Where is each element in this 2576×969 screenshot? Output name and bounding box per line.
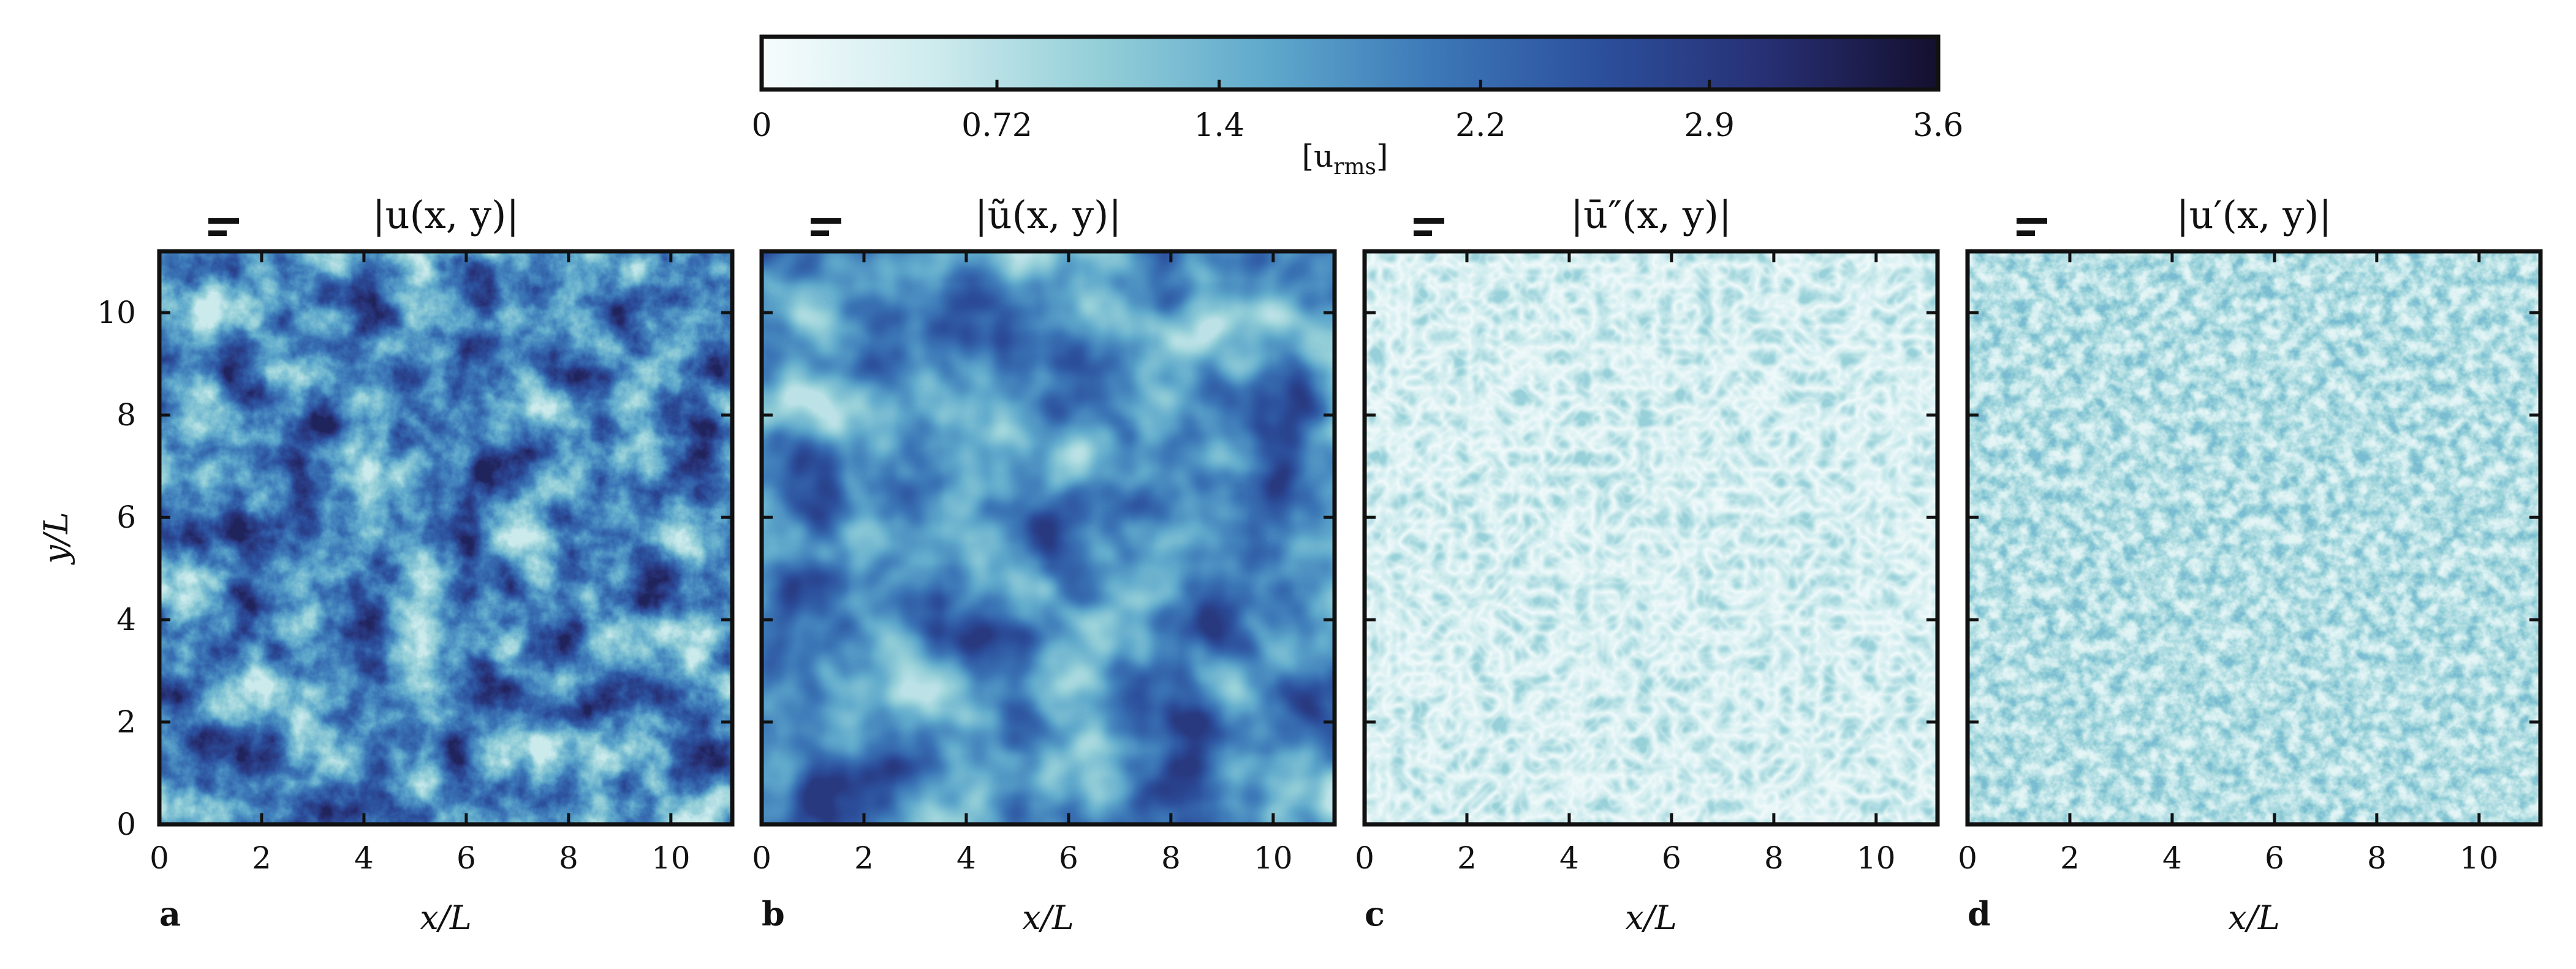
x-tick-label: 0 (1958, 840, 1977, 876)
scale-bar-long (1414, 218, 1444, 224)
y-axis-label: y/L (37, 512, 75, 565)
panel-letter: b (762, 894, 785, 933)
colorbar-tick-label: 1.4 (1194, 107, 1244, 144)
panel-title: |ũ(x, y)| (975, 192, 1122, 237)
panel-letter: a (159, 894, 181, 933)
x-axis-label: x/L (420, 899, 472, 937)
x-tick-label: 4 (2162, 840, 2182, 876)
panel-title: |u(x, y)| (373, 192, 520, 237)
x-tick-label: 8 (1161, 840, 1181, 876)
scale-bar-long (811, 218, 841, 224)
scale-bar-short (811, 230, 829, 236)
panel-b: 0 2 4 6 8 10 |ũ(x, y)| x/L b (752, 192, 1337, 937)
plot-frame (759, 249, 1337, 827)
scale-bar-long (2017, 218, 2047, 224)
panel-a: 0 2 4 6 8 10 0 2 4 6 8 10 |u(x, y)| x/L y/L a (37, 192, 735, 937)
colorbar-frame (759, 34, 1941, 92)
plot-frame (157, 249, 735, 827)
x-axis-label: x/L (1022, 899, 1074, 937)
panel-title: |ū″(x, y)| (1570, 192, 1732, 237)
heatmap-field-b (762, 251, 1335, 824)
heatmap-field-d (1968, 251, 2540, 824)
x-tick-label: 4 (354, 840, 374, 876)
colorbar-ticks: 0 0.72 1.4 2.2 2.9 3.6 (751, 80, 1963, 144)
y-tick-label: 0 (116, 807, 136, 842)
scale-bar-short (208, 230, 227, 236)
scale-bar-long (208, 218, 239, 224)
x-tick-label: 10 (1254, 840, 1293, 876)
colorbar-tick-label: 3.6 (1913, 107, 1964, 144)
plot-frame (1965, 249, 2543, 827)
heatmap-field-a (159, 251, 732, 824)
x-tick-label: 2 (1457, 840, 1477, 876)
colorbar-tick-label: 0.72 (961, 107, 1032, 144)
panel-d: 0 2 4 6 8 10 |u′(x, y)| x/L d (1958, 192, 2543, 937)
y-tick-label: 8 (116, 397, 136, 433)
plot-frame (1362, 249, 1940, 827)
x-axis-label: x/L (1625, 899, 1677, 937)
x-tick-label: 6 (1662, 840, 1681, 876)
x-tick-label: 8 (559, 840, 578, 876)
panel-c: 0 2 4 6 8 10 |ū″(x, y)| x/L c (1355, 192, 1940, 937)
x-tick-label: 2 (2060, 840, 2080, 876)
scale-bar-short (1414, 230, 1432, 236)
x-tick-label: 2 (854, 840, 874, 876)
colorbar-gradient (762, 37, 1938, 89)
x-tick-label: 6 (2265, 840, 2284, 876)
y-tick-label: 6 (116, 500, 136, 535)
colorbar-unit-label: [urms] (1301, 139, 1388, 180)
colorbar-tick-label: 2.2 (1455, 107, 1506, 144)
x-tick-label: 0 (752, 840, 771, 876)
x-tick-label: 6 (456, 840, 476, 876)
heatmap-field-c (1365, 251, 1938, 824)
y-tick-label: 10 (97, 295, 136, 330)
panel-letter: c (1365, 894, 1385, 933)
colorbar-tick-label: 2.9 (1684, 107, 1735, 144)
panel-letter: d (1968, 894, 1991, 933)
x-tick-label: 2 (252, 840, 271, 876)
x-tick-label: 10 (2460, 840, 2499, 876)
x-tick-label: 10 (1857, 840, 1896, 876)
x-tick-label: 10 (651, 840, 691, 876)
x-tick-label: 0 (150, 840, 169, 876)
y-tick-label: 4 (116, 602, 136, 637)
x-tick-label: 8 (2367, 840, 2387, 876)
y-tick-label: 2 (116, 704, 136, 740)
colorbar-tick-label: 0 (751, 107, 771, 144)
x-tick-label: 8 (1764, 840, 1784, 876)
panel-title: |u′(x, y)| (2176, 192, 2332, 237)
panels: 0 2 4 6 8 10 0 2 4 6 8 10 |u(x, y)| x/L y/L a 0 2 4 6 8 10 |ũ(… (37, 192, 2543, 937)
x-tick-label: 0 (1355, 840, 1374, 876)
x-axis-label: x/L (2228, 899, 2280, 937)
scale-bar-short (2017, 230, 2035, 236)
x-tick-label: 4 (957, 840, 976, 876)
x-tick-label: 4 (1559, 840, 1579, 876)
colorbar: 0 0.72 1.4 2.2 2.9 3.6 [urms] (751, 34, 1963, 180)
x-tick-label: 6 (1059, 840, 1078, 876)
